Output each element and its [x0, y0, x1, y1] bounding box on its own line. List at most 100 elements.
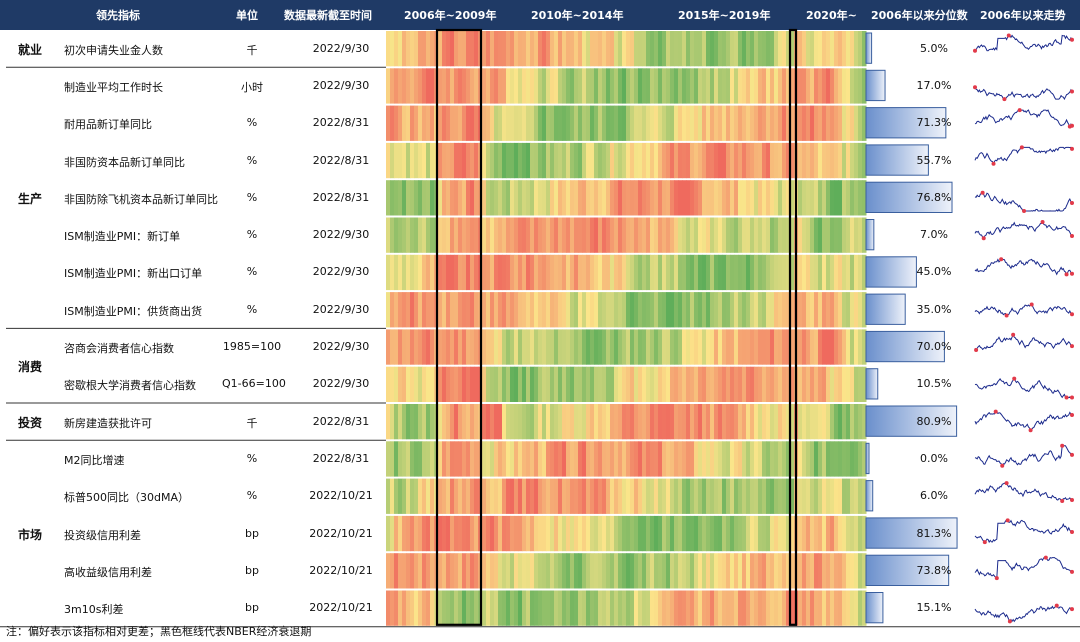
heat-cell [386, 441, 391, 477]
heat-cell [406, 31, 411, 67]
category-label: 消费 [17, 359, 42, 374]
heat-row [386, 142, 867, 179]
heat-cell [390, 180, 395, 216]
heat-cell [846, 478, 851, 514]
heat-cell [470, 366, 475, 402]
heat-cell [830, 254, 835, 291]
heat-cell [738, 441, 743, 477]
percentile-bar [865, 592, 884, 624]
heat-cell [614, 254, 619, 291]
heat-cell [614, 515, 619, 552]
indicator-name: M2同比增速 [64, 453, 125, 467]
heat-cell [462, 105, 467, 141]
heat-cell [826, 142, 831, 179]
heat-cell [678, 515, 683, 552]
heat-cell [638, 478, 643, 514]
heat-cell [438, 31, 443, 67]
heat-cell [698, 329, 703, 365]
heat-cell [834, 553, 839, 589]
heat-cell [766, 105, 771, 141]
heat-cell [594, 515, 599, 552]
heat-cell [406, 441, 411, 477]
heat-cell [482, 254, 487, 291]
heat-cell [546, 478, 551, 514]
trend-line [974, 411, 1073, 431]
heat-cell [850, 105, 855, 141]
heat-cell [526, 180, 531, 216]
heat-cell [538, 68, 543, 104]
heat-cell [410, 441, 415, 477]
heat-cell [658, 404, 663, 440]
heat-cell [482, 142, 487, 179]
heat-cell [766, 68, 771, 104]
heat-cell [446, 292, 451, 328]
heat-cell [582, 404, 587, 440]
heat-cell [602, 180, 607, 216]
heat-cell [442, 590, 447, 626]
heat-cell [706, 553, 711, 589]
heat-cell [446, 254, 451, 291]
heat-cell [862, 478, 867, 514]
heat-cell [454, 105, 459, 141]
heat-cell [534, 590, 539, 626]
trend-point [1070, 412, 1074, 417]
heat-cell [606, 180, 611, 216]
heat-cell [590, 254, 595, 291]
heat-cell [758, 404, 763, 440]
heat-cell [762, 180, 767, 216]
heat-cell [518, 553, 523, 589]
heat-cell [646, 553, 651, 589]
heat-cell [634, 217, 639, 253]
heat-cell [530, 515, 535, 552]
trend-line [974, 377, 1072, 399]
heat-cell [730, 180, 735, 216]
heat-cell [770, 366, 775, 402]
heat-cell [490, 590, 495, 626]
heat-cell [418, 553, 423, 589]
heat-cell [526, 553, 531, 589]
date-label: 2022/8/31 [312, 451, 370, 465]
heat-cell [826, 329, 831, 365]
heat-cell [414, 105, 419, 141]
heat-cell [430, 441, 435, 477]
percentile-label: 10.5% [916, 377, 952, 391]
percentile-label: 0.0% [920, 451, 948, 465]
heat-cell [546, 31, 551, 67]
heat-cell [686, 217, 691, 253]
heat-cell [830, 68, 835, 104]
heat-cell [726, 217, 731, 253]
heat-cell [606, 478, 611, 514]
heat-cell [702, 515, 707, 552]
heat-cell [494, 217, 499, 253]
heat-cell [410, 142, 415, 179]
heat-cell [642, 441, 647, 477]
heat-cell [438, 553, 443, 589]
heat-cell [518, 292, 523, 328]
heat-cell [526, 31, 531, 67]
heat-cell [802, 105, 807, 141]
heat-cell [826, 31, 831, 67]
heat-cell [418, 590, 423, 626]
heat-cell [470, 31, 475, 67]
trend-point [1070, 123, 1074, 128]
heat-cell [574, 329, 579, 365]
heat-cell [538, 31, 543, 67]
heat-cell [418, 254, 423, 291]
heat-cell [666, 68, 671, 104]
heat-cell [690, 142, 695, 179]
heat-cell [830, 404, 835, 440]
heat-cell [518, 105, 523, 141]
heat-cell [550, 254, 555, 291]
percentile-bar [865, 293, 906, 325]
heat-cell [814, 254, 819, 291]
heat-cell [814, 142, 819, 179]
heat-cell [390, 142, 395, 179]
heat-cell [442, 105, 447, 141]
trend-point [1070, 497, 1074, 502]
heat-cell [430, 478, 435, 514]
heat-cell [750, 404, 755, 440]
heat-cell [734, 478, 739, 514]
heat-cell [854, 329, 859, 365]
heat-cell [630, 515, 635, 552]
date-label: 2022/10/21 [309, 563, 373, 577]
